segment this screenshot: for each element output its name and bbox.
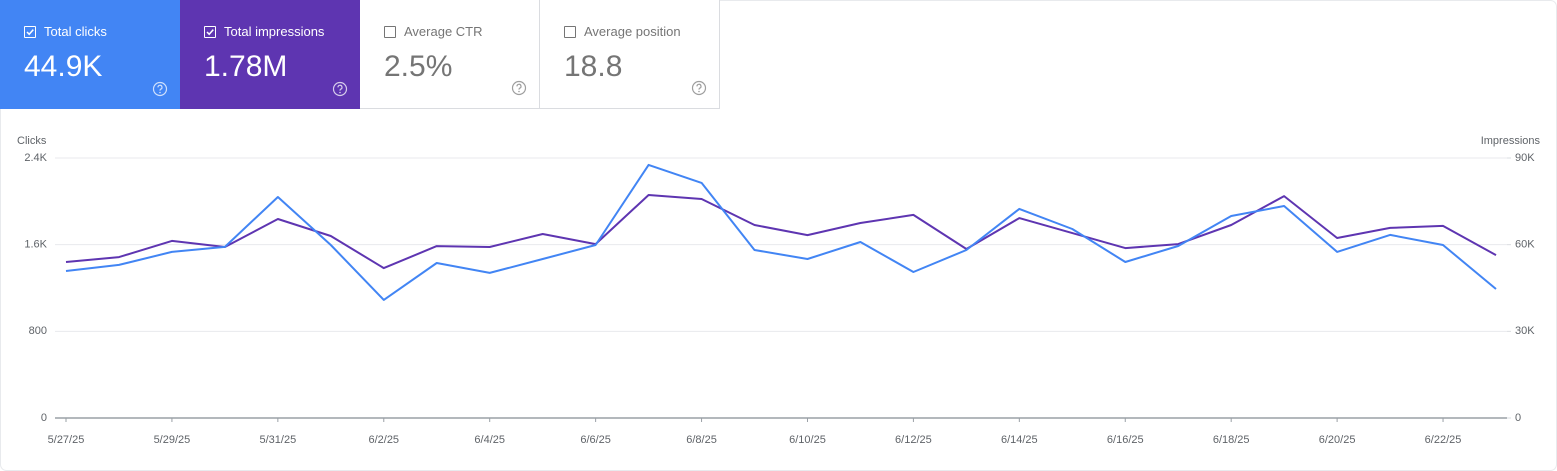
help-icon[interactable]	[691, 80, 707, 96]
metric-value: 2.5%	[384, 50, 453, 83]
metric-label-row: Total clicks	[24, 24, 107, 39]
help-circle	[152, 81, 168, 97]
y-tick-label: 800	[29, 325, 47, 337]
help-icon[interactable]	[152, 81, 168, 97]
checkbox[interactable]	[204, 25, 216, 38]
help-dot	[518, 90, 520, 93]
checkbox[interactable]	[384, 25, 396, 38]
metric-label: Total impressions	[224, 24, 325, 39]
help-icon[interactable]	[332, 81, 348, 97]
x-tick-label: 6/18/25	[1213, 434, 1250, 446]
x-tick-label: 5/27/25	[48, 434, 85, 446]
metric-value: 44.9K	[24, 50, 103, 83]
metric-label: Total clicks	[44, 24, 107, 39]
x-tick-label: 6/16/25	[1107, 434, 1144, 446]
help-dot	[698, 90, 700, 93]
metric-label: Average position	[584, 24, 681, 39]
metric-card[interactable]: Average CTR 2.5%	[360, 0, 540, 109]
x-tick-label: 5/29/25	[154, 434, 191, 446]
checkbox[interactable]	[564, 25, 576, 38]
y-tick-label: 2.4K	[24, 152, 47, 164]
x-tick-label: 6/6/25	[580, 434, 611, 446]
metric-value: 1.78M	[204, 50, 288, 83]
help-glyph	[516, 83, 522, 90]
metric-card[interactable]: Total impressions 1.78M	[180, 0, 360, 109]
metric-value: 18.8	[564, 50, 623, 83]
metric-label-row: Average CTR	[384, 24, 483, 39]
help-circle	[691, 80, 707, 96]
metric-label-row: Total impressions	[204, 24, 324, 39]
metric-card[interactable]: Total clicks 44.9K	[0, 0, 180, 109]
check-path	[26, 28, 34, 35]
metric-card[interactable]: Average position 18.8	[540, 0, 720, 109]
help-glyph	[157, 84, 163, 91]
y2-tick-label: 60K	[1515, 239, 1535, 251]
check-mark	[26, 28, 34, 35]
help-icon[interactable]	[511, 80, 527, 96]
y2-tick-label: 90K	[1515, 152, 1535, 164]
x-tick-label: 5/31/25	[260, 434, 297, 446]
help-circle	[511, 80, 527, 96]
y2-tick-label: 30K	[1515, 325, 1535, 337]
help-dot	[159, 91, 161, 94]
help-dot	[339, 91, 341, 94]
check-mark	[206, 28, 214, 35]
x-tick-label: 6/10/25	[789, 434, 826, 446]
help-glyph	[337, 84, 343, 91]
x-tick-label: 6/22/25	[1425, 434, 1462, 446]
x-tick-label: 6/14/25	[1001, 434, 1038, 446]
checkbox[interactable]	[24, 25, 36, 38]
x-tick-label: 6/8/25	[686, 434, 717, 446]
y-axis-title: Clicks	[17, 135, 47, 147]
y-tick-label: 0	[41, 412, 47, 424]
y2-tick-label: 0	[1515, 412, 1521, 424]
check-path	[206, 28, 214, 35]
metric-label-row: Average position	[564, 24, 681, 39]
metric-cards: Total clicks 44.9K Total impressions 1.78M A…	[0, 0, 720, 109]
help-circle	[332, 81, 348, 97]
x-tick-label: 6/4/25	[474, 434, 505, 446]
metric-label: Average CTR	[404, 24, 483, 39]
y-tick-label: 1.6K	[24, 239, 47, 251]
help-glyph	[696, 83, 702, 90]
x-tick-label: 6/2/25	[368, 434, 399, 446]
x-tick-label: 6/20/25	[1319, 434, 1356, 446]
series-line	[65, 163, 1497, 301]
y2-axis-title: Impressions	[1481, 135, 1541, 147]
x-tick-label: 6/12/25	[895, 434, 932, 446]
